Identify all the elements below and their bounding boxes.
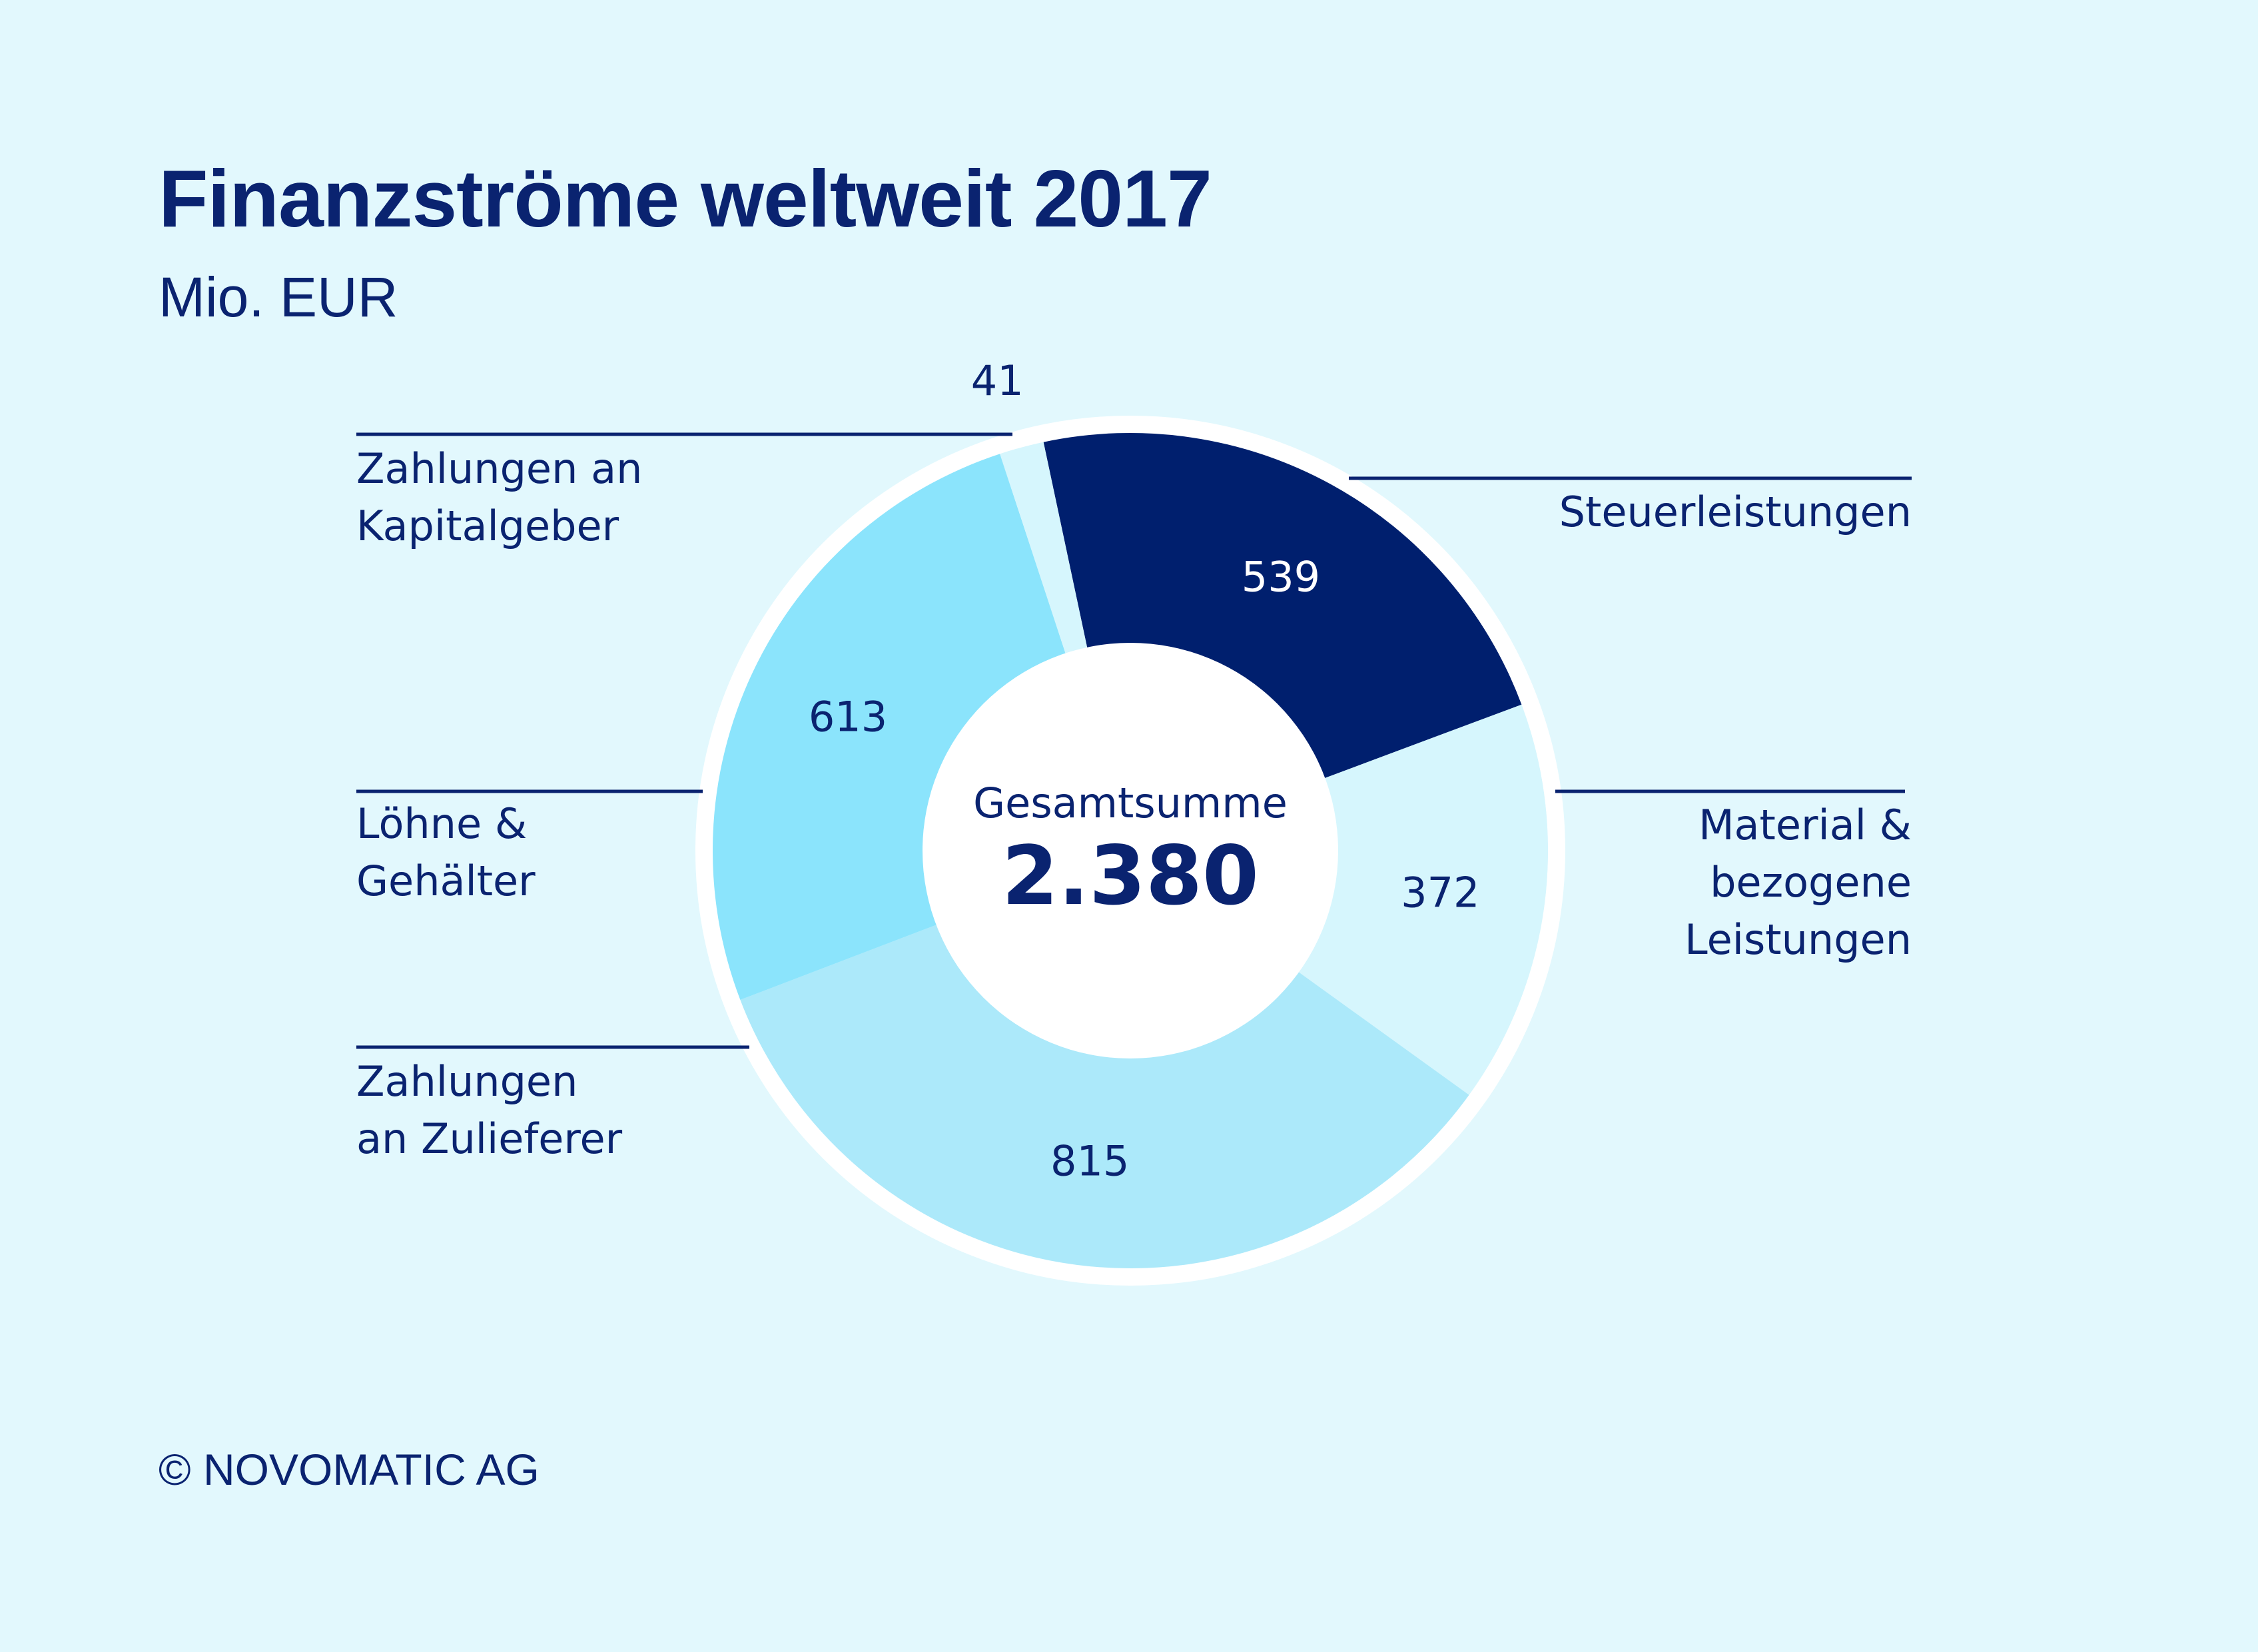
- category-labels: Steuerleistungen Material & bezogene Leistu…: [356, 444, 1912, 1163]
- donut-slice: [740, 924, 1469, 1268]
- slice-value-label: 815: [1050, 1137, 1129, 1186]
- category-label: bezogene: [1710, 858, 1912, 907]
- chart-subtitle: Mio. EUR: [159, 266, 398, 328]
- value-labels: 539 372 815 613 41: [809, 356, 1480, 1186]
- category-label: Zahlungen an: [356, 444, 642, 493]
- donut-slice: [713, 454, 1066, 1000]
- donut-slice: [1000, 442, 1088, 655]
- category-label: Material &: [1698, 801, 1912, 849]
- category-label: Kapitalgeber: [356, 502, 619, 550]
- slice-value-label: 41: [971, 356, 1024, 405]
- slice-value-label: 539: [1242, 552, 1320, 601]
- center-caption: Gesamtsumme: [973, 779, 1288, 827]
- category-label: Leistungen: [1685, 915, 1912, 964]
- chart-title: Finanzströme weltweit 2017: [159, 153, 1212, 244]
- donut-outer-ring: [695, 416, 1565, 1286]
- donut-slice: [1043, 433, 1522, 779]
- donut-center-hole: [923, 643, 1338, 1058]
- category-label: Zahlungen: [356, 1057, 577, 1106]
- leader-lines: [356, 432, 1912, 1049]
- copyright-notice: © NOVOMATIC AG: [159, 1445, 540, 1494]
- category-label: an Zulieferer: [356, 1114, 623, 1163]
- slice-value-label: 372: [1401, 869, 1479, 917]
- center-total: 2.380: [1002, 829, 1259, 923]
- category-label: Steuerleistungen: [1559, 488, 1912, 536]
- donut-slices: [713, 433, 1548, 1268]
- category-label: Löhne &: [356, 799, 527, 848]
- category-label: Gehälter: [356, 857, 536, 905]
- slice-value-label: 613: [809, 692, 887, 741]
- donut-slice: [1298, 704, 1548, 1095]
